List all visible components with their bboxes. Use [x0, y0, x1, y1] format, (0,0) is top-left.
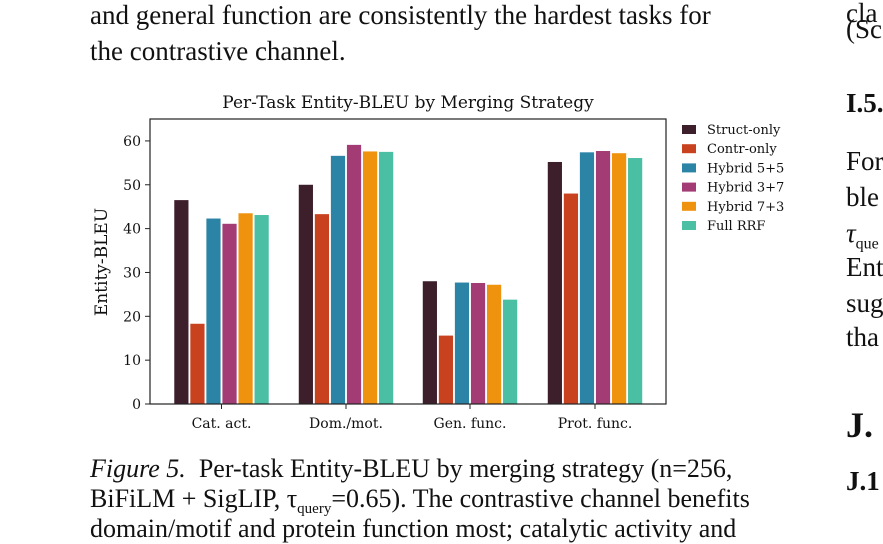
caption-text-1: Per-task Entity-BLEU by merging strategy… — [198, 454, 733, 483]
bar-contr-only-0 — [190, 323, 205, 404]
x-tick-label: Dom./mot. — [309, 416, 383, 432]
section-heading-j1: J.1 — [846, 466, 880, 496]
bar-struct-only-0 — [174, 200, 189, 404]
legend-swatch — [682, 221, 696, 230]
legend-label: Full RRF — [707, 219, 765, 234]
bar-struct-only-2 — [422, 281, 437, 404]
caption-subscript: query — [297, 501, 332, 518]
y-tick-label: 40 — [123, 222, 141, 238]
y-tick-label: 0 — [132, 397, 141, 413]
bar-contr-only-1 — [314, 214, 330, 404]
right-column-tau: τque — [846, 218, 879, 253]
section-heading-i5: I.5. — [846, 88, 883, 118]
chart-title: Per-Task Entity-BLEU by Merging Strategy — [222, 93, 594, 113]
caption-text-2a: BiFiLM + SigLIP, τ — [90, 484, 298, 513]
bar-hybrid-5-5-3 — [579, 152, 595, 404]
legend-label: Struct-only — [707, 123, 781, 138]
bar-hybrid-3-7-1 — [346, 144, 362, 404]
y-tick-label: 30 — [123, 265, 141, 281]
bar-full-rrf-1 — [379, 151, 394, 404]
legend-label: Hybrid 7+3 — [707, 200, 784, 215]
y-tick-label: 20 — [123, 309, 141, 325]
bar-hybrid-3-7-0 — [222, 223, 237, 404]
legend-label: Contr-only — [707, 142, 777, 157]
y-tick-label: 50 — [123, 178, 141, 194]
legend-swatch — [682, 163, 696, 173]
figure-caption-line-2: BiFiLM + SigLIP, τquery=0.65). The contr… — [90, 484, 750, 524]
figure-caption-line-1: Figure 5. Per-task Entity-BLEU by mergin… — [90, 454, 732, 484]
right-column-text-4: ble — [846, 182, 879, 212]
y-tick-label: 60 — [123, 134, 141, 150]
bar-full-rrf-2 — [503, 299, 518, 404]
caption-text-2b: =0.65). The contrastive channel benefits — [331, 484, 750, 513]
legend-swatch — [682, 182, 696, 192]
bar-hybrid-7-3-2 — [486, 284, 502, 404]
bar-hybrid-3-7-2 — [470, 282, 486, 404]
right-column-text-2: (Sc — [846, 14, 882, 44]
bar-hybrid-5-5-0 — [206, 218, 221, 404]
bar-hybrid-3-7-3 — [595, 151, 611, 404]
bar-full-rrf-0 — [254, 215, 269, 404]
y-axis-label: Entity-BLEU — [92, 208, 112, 316]
legend-swatch — [682, 125, 696, 134]
figure-caption-line-3: domain/motif and protein function most; … — [90, 514, 737, 543]
bar-hybrid-7-3-0 — [238, 213, 253, 404]
figure-label: Figure 5. — [90, 454, 186, 483]
y-tick-label: 10 — [123, 353, 141, 369]
right-column-text-7: tha — [846, 322, 879, 352]
legend-swatch — [682, 144, 696, 154]
bar-hybrid-5-5-2 — [454, 282, 470, 404]
right-column-text-3: For — [846, 146, 883, 176]
bar-contr-only-3 — [563, 193, 579, 404]
right-column-text-1: cla — [846, 0, 878, 28]
body-text-line-2: the contrastive channel. — [90, 36, 346, 66]
legend-label: Hybrid 5+5 — [707, 161, 784, 176]
bar-struct-only-3 — [547, 161, 562, 404]
chart-legend: Struct-only Contr-only Hybrid 5+5 Hybrid 3+… — [682, 123, 784, 234]
bar-struct-only-1 — [298, 184, 313, 404]
right-column-text-6: sug — [846, 288, 883, 318]
bar-chart: Per-Task Entity-BLEU by Merging Strategy… — [92, 93, 784, 432]
bar-contr-only-2 — [438, 335, 454, 404]
right-column-text-5: Ent — [846, 252, 883, 282]
x-tick-label: Gen. func. — [434, 416, 507, 432]
section-heading-j: J. — [846, 405, 873, 445]
legend-swatch — [682, 201, 696, 211]
bar-hybrid-5-5-1 — [330, 155, 346, 404]
bar-hybrid-7-3-3 — [611, 153, 627, 404]
plot-frame — [149, 118, 667, 405]
x-tick-label: Cat. act. — [192, 416, 252, 432]
bar-full-rrf-3 — [628, 158, 643, 404]
bar-hybrid-7-3-1 — [362, 151, 378, 404]
x-tick-label: Prot. func. — [558, 416, 633, 432]
legend-label: Hybrid 3+7 — [707, 181, 784, 196]
body-text-line-1: and general function are consistently th… — [90, 0, 711, 30]
